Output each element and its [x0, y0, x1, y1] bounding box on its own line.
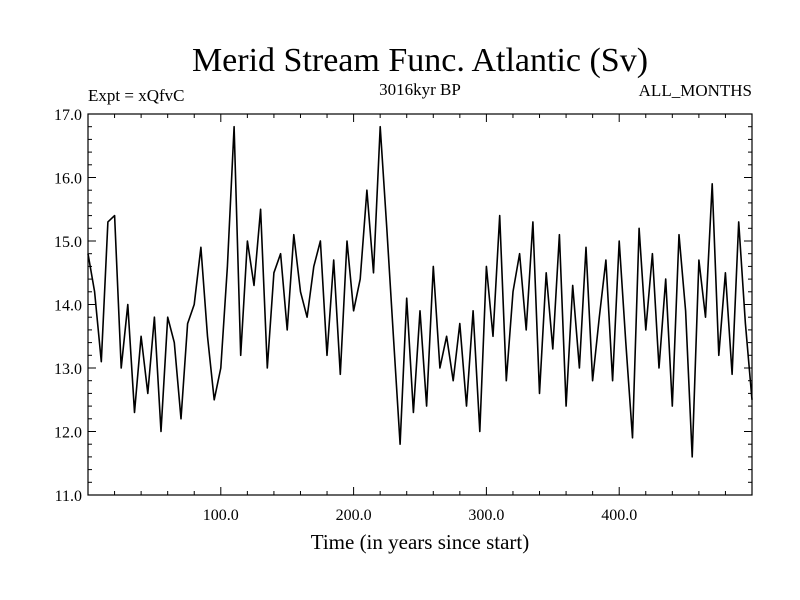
x-axis: 100.0 200.0 300.0 400.0	[114, 114, 726, 524]
y-tick-label: 13.0	[54, 361, 82, 378]
chart-title: Merid Stream Func. Atlantic (Sv)	[192, 42, 648, 79]
x-tick-label: 100.0	[203, 507, 239, 524]
y-tick-label: 15.0	[54, 234, 82, 251]
y-tick-label: 16.0	[54, 171, 82, 188]
y-tick-label: 17.0	[54, 107, 82, 124]
series-line	[87, 125, 753, 458]
experiment-label: Expt = xQfvC	[88, 86, 184, 105]
x-tick-label: 300.0	[468, 507, 504, 524]
x-tick-label: 400.0	[601, 507, 637, 524]
period-label: 3016kyr BP	[379, 80, 461, 99]
x-axis-label: Time (in years since start)	[311, 530, 530, 554]
months-label: ALL_MONTHS	[639, 81, 752, 100]
y-tick-label: 12.0	[54, 425, 82, 442]
y-tick-label: 11.0	[55, 488, 82, 505]
x-tick-label: 200.0	[336, 507, 372, 524]
plot-frame	[87, 113, 753, 496]
y-tick-label: 14.0	[54, 298, 82, 315]
